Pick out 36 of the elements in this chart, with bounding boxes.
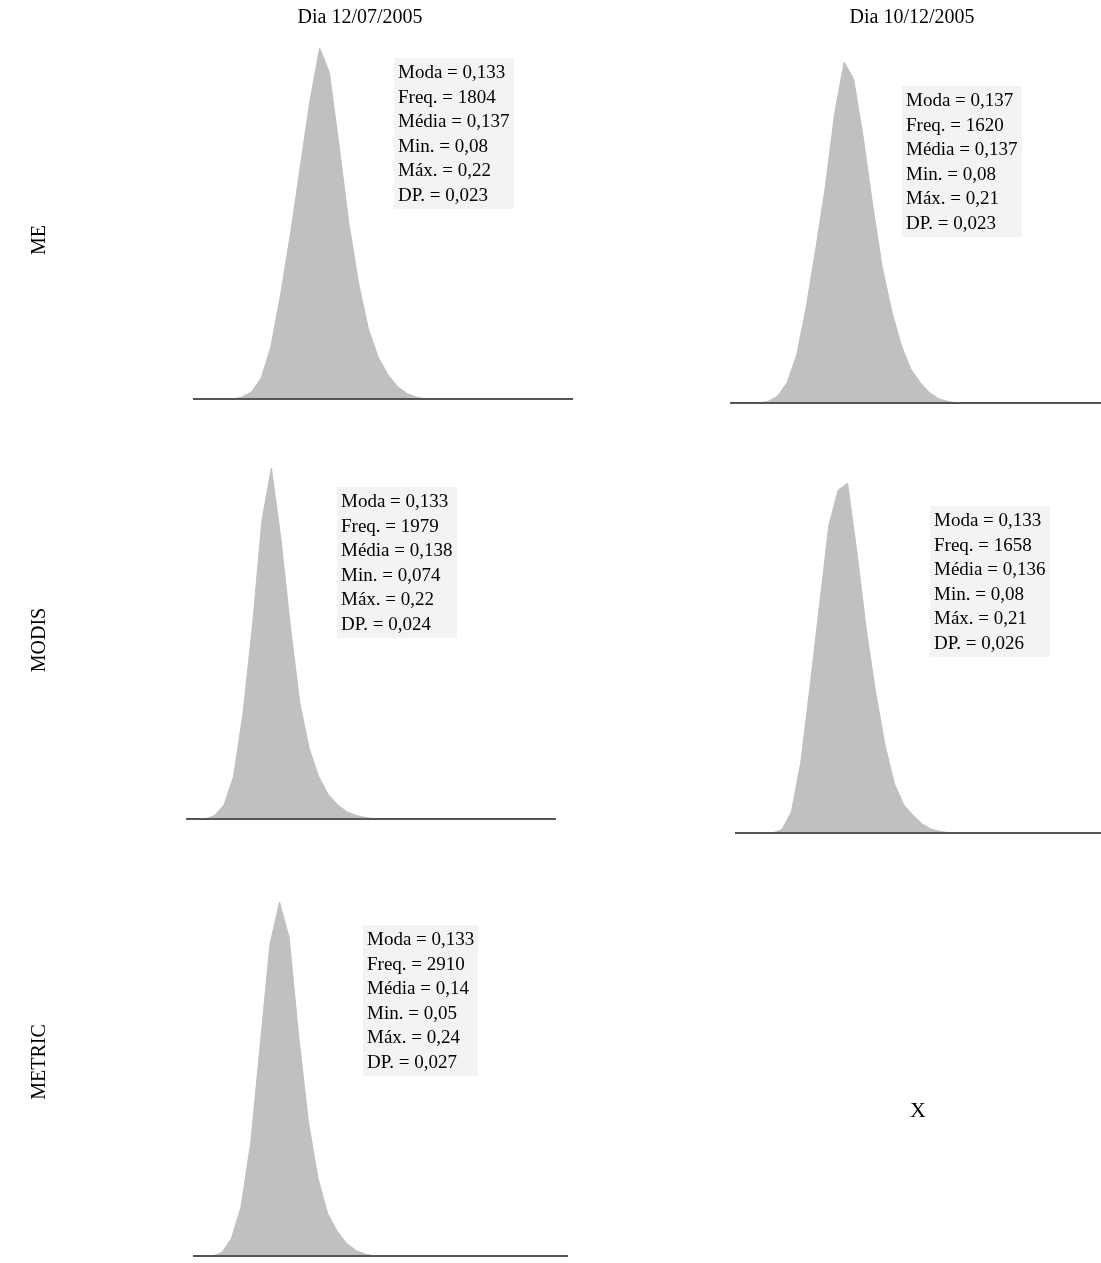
annotation: Freq. = 1658 [934,533,1032,555]
annotation: Freq. = 1804 [398,85,496,107]
annotation: Média = 0,137 [398,110,510,131]
annotation: DP. = 0,024 [341,612,431,634]
annotation: Moda = 0,133 [934,509,1042,530]
annotation: Moda = 0,133 [398,61,506,82]
annotation: DP. = 0,026 [934,631,1024,653]
chart-title: Dia 10/12/2005 [849,5,975,28]
annotation: Média = 0,137 [906,138,1018,159]
annotation: Máx. = 0,22 [398,159,492,180]
annotation: Min. = 0,08 [398,134,488,156]
annotation: Moda = 0,133 [367,928,475,949]
annotation: Min. = 0,05 [367,1001,457,1023]
y-axis-title: METRIC [26,1024,50,1100]
annotation: Máx. = 0,24 [367,1026,461,1047]
chart-title: Dia 12/07/2005 [297,5,423,28]
annotation: Máx. = 0,22 [341,588,435,609]
annotation: Min. = 0,074 [341,563,441,585]
annotation: Máx. = 0,21 [934,607,1028,628]
annotation: Freq. = 2910 [367,952,465,974]
annotation: Moda = 0,133 [341,490,449,511]
text: X [910,1097,926,1123]
annotation: Máx. = 0,21 [906,187,1000,208]
annotation: Moda = 0,137 [906,89,1014,110]
annotation: Freq. = 1620 [906,113,1004,135]
annotation: Min. = 0,08 [934,582,1024,604]
annotation: DP. = 0,023 [906,211,996,233]
annotation: Freq. = 1979 [341,514,439,536]
annotation: Média = 0,136 [934,558,1046,579]
annotation: Média = 0,138 [341,539,453,560]
annotation: Min. = 0,08 [906,162,996,184]
annotation: DP. = 0,027 [367,1050,457,1072]
annotation: DP. = 0,023 [398,183,488,205]
annotation: Média = 0,14 [367,977,470,998]
y-axis-title: ME [26,225,50,255]
y-axis-title: MODIS [26,607,50,673]
